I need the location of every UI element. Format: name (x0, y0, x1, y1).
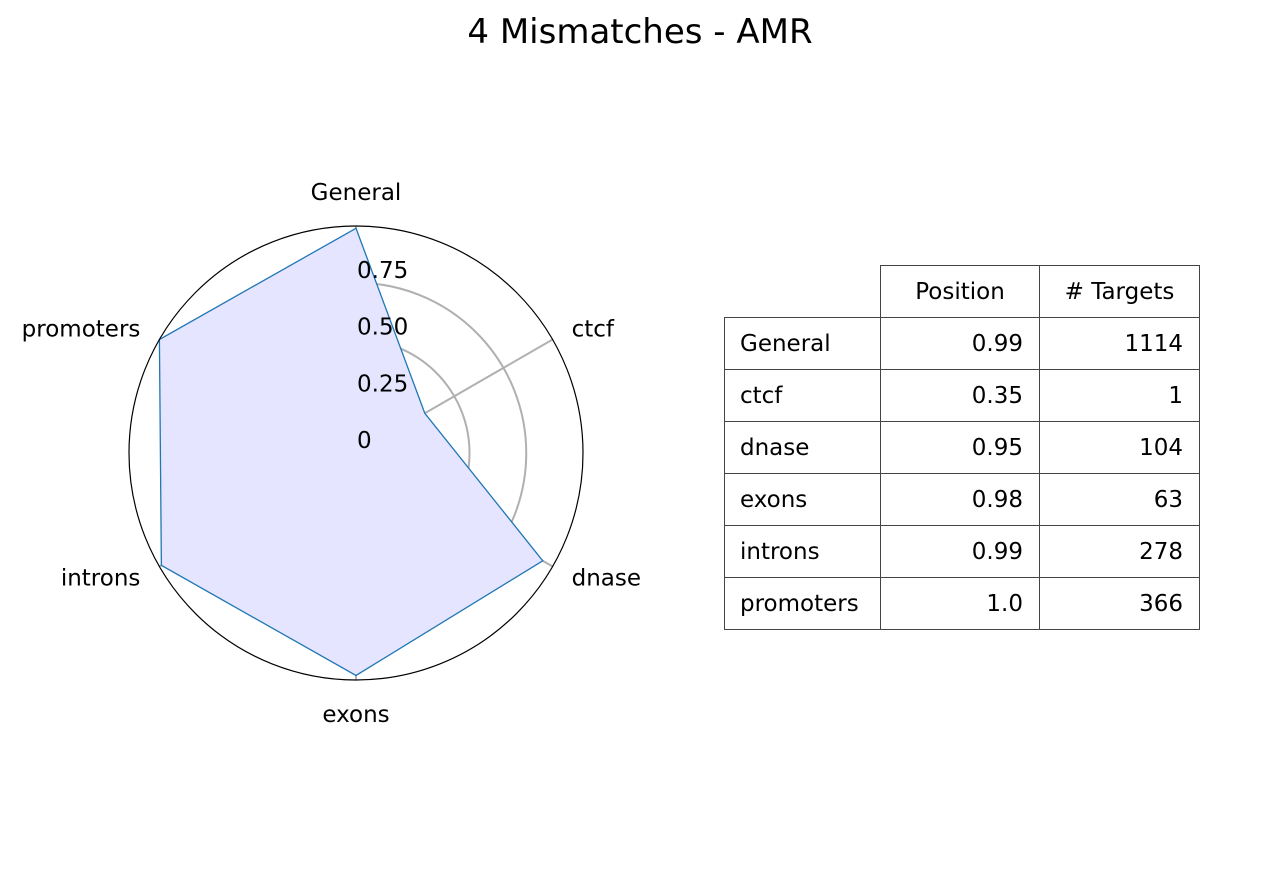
targets-cell: 104 (1039, 421, 1200, 474)
table-row: introns 0.99 278 (724, 525, 1200, 578)
position-cell: 0.99 (880, 317, 1040, 370)
table-corner-cell (724, 265, 881, 318)
radial-tick-label: 0 (357, 428, 372, 454)
column-header-targets: # Targets (1039, 265, 1200, 318)
radar-chart: 0 0.25 0.50 0.75 General ctcf dnase exons intron… (22, 180, 641, 728)
axis-label-exons: exons (322, 702, 389, 728)
series-area (159, 228, 543, 676)
targets-cell: 366 (1039, 577, 1200, 630)
row-label: introns (724, 525, 881, 578)
table-row: ctcf 0.35 1 (724, 369, 1200, 422)
position-cell: 0.99 (880, 525, 1040, 578)
row-label: promoters (724, 577, 881, 630)
column-header-position: Position (880, 265, 1040, 318)
axis-label-dnase: dnase (572, 566, 641, 592)
table-header-row: Position # Targets (724, 265, 1200, 318)
row-label: General (724, 317, 881, 370)
table-row: promoters 1.0 366 (724, 577, 1200, 630)
row-label: exons (724, 473, 881, 526)
axis-label-introns: introns (61, 566, 141, 592)
stats-table: Position # Targets General 0.99 1114 ctcf 0.… (724, 265, 1200, 630)
position-cell: 0.35 (880, 369, 1040, 422)
axis-label-General: General (311, 180, 402, 206)
row-label: dnase (724, 421, 881, 474)
position-cell: 0.98 (880, 473, 1040, 526)
axis-label-promoters: promoters (22, 317, 141, 343)
targets-cell: 278 (1039, 525, 1200, 578)
targets-cell: 63 (1039, 473, 1200, 526)
radial-tick-label: 0.75 (357, 258, 408, 284)
table-row: exons 0.98 63 (724, 473, 1200, 526)
radar-labels: 0 0.25 0.50 0.75 General ctcf dnase exons intron… (22, 180, 641, 728)
position-cell: 1.0 (880, 577, 1040, 630)
radial-tick-label: 0.25 (357, 371, 408, 397)
targets-cell: 1114 (1039, 317, 1200, 370)
table-row: dnase 0.95 104 (724, 421, 1200, 474)
targets-cell: 1 (1039, 369, 1200, 422)
row-label: ctcf (724, 369, 881, 422)
polar-frame (128, 225, 584, 681)
axis-label-ctcf: ctcf (572, 317, 615, 343)
radar-series (128, 225, 584, 681)
table-row: General 0.99 1114 (724, 317, 1200, 370)
chart-title: 4 Mismatches - AMR (467, 12, 813, 52)
position-cell: 0.95 (880, 421, 1040, 474)
radial-tick-label: 0.50 (357, 315, 408, 341)
